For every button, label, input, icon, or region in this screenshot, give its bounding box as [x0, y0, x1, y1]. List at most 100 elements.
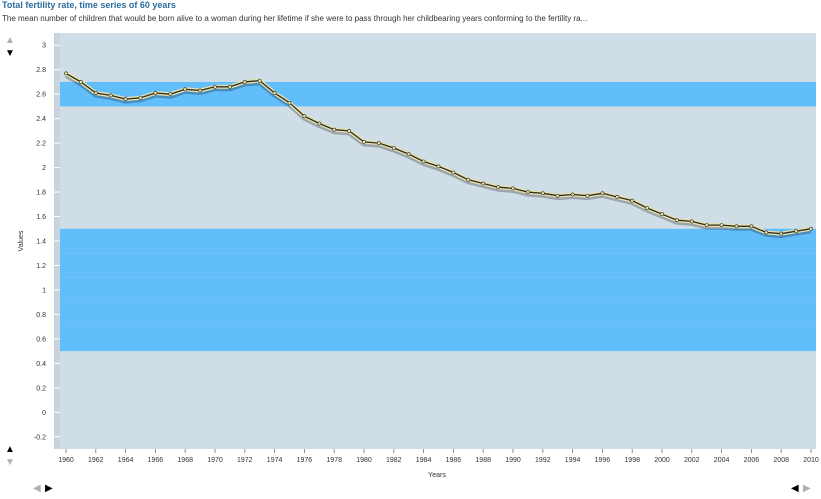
scroll-right-icon[interactable]: ▶ — [45, 483, 53, 494]
x-tick-label: 1970 — [207, 457, 223, 464]
data-point[interactable] — [570, 192, 575, 197]
y-axis-label: Values — [18, 230, 25, 251]
data-point[interactable] — [585, 193, 590, 198]
x-tick-label: 1962 — [88, 457, 104, 464]
band-stripe — [60, 326, 816, 352]
x-tick-label: 2010 — [803, 457, 819, 464]
data-point[interactable] — [526, 190, 530, 194]
y-tick-label: 2.4 — [36, 116, 46, 123]
x-tick-label: 1996 — [595, 457, 611, 464]
background-bands — [54, 33, 816, 449]
data-point[interactable] — [302, 114, 307, 119]
band-stripe — [60, 228, 816, 254]
y-tick-label: 2.2 — [36, 141, 46, 148]
x-tick-label: 1964 — [118, 457, 134, 464]
data-point[interactable] — [466, 177, 471, 182]
data-point[interactable] — [79, 80, 83, 84]
x-tick-label: 1982 — [386, 457, 402, 464]
y-tick-label: 0.8 — [36, 312, 46, 319]
data-point[interactable] — [138, 95, 143, 100]
pan-right-icon[interactable]: ▶ — [803, 483, 811, 494]
band-stripe — [60, 253, 816, 278]
x-tick-label: 2002 — [684, 457, 700, 464]
x-tick-label: 1974 — [267, 457, 283, 464]
data-point[interactable] — [332, 127, 337, 132]
x-tick-label: 2004 — [714, 457, 730, 464]
y-tick-label: 1 — [42, 287, 46, 294]
data-point[interactable] — [689, 219, 694, 224]
y-tick-label: 2.6 — [36, 92, 46, 99]
data-point[interactable] — [213, 84, 217, 89]
band-stripe — [60, 302, 816, 327]
data-point[interactable] — [749, 224, 754, 229]
data-point[interactable] — [645, 206, 650, 210]
data-point[interactable] — [64, 71, 68, 76]
data-point[interactable] — [198, 88, 203, 93]
data-point[interactable] — [123, 97, 128, 101]
data-point[interactable] — [391, 146, 396, 150]
data-point[interactable] — [317, 121, 322, 126]
x-tick-label: 1966 — [148, 457, 164, 464]
scroll-down-icon[interactable]: ▼ — [5, 48, 15, 59]
data-point[interactable] — [764, 230, 769, 235]
data-point[interactable] — [421, 159, 426, 164]
data-point[interactable] — [704, 223, 709, 227]
y-tick-label: 1.2 — [36, 263, 46, 270]
zoom-down-icon[interactable]: ▼ — [5, 457, 15, 468]
data-point[interactable] — [153, 91, 158, 95]
data-point[interactable] — [496, 185, 501, 190]
data-point[interactable] — [511, 186, 515, 191]
x-tick-label: 1986 — [446, 457, 462, 464]
x-tick-label: 1992 — [535, 457, 551, 464]
x-tick-label: 1980 — [356, 457, 372, 464]
data-point[interactable] — [630, 198, 635, 203]
scroll-left-icon[interactable]: ◀ — [33, 483, 41, 494]
y-tick-label: 0.2 — [36, 385, 46, 392]
data-point[interactable] — [809, 226, 813, 231]
y-tick-label: 1.4 — [36, 239, 46, 246]
data-point[interactable] — [481, 181, 486, 186]
x-tick-label: 1978 — [326, 457, 342, 464]
data-point[interactable] — [287, 100, 292, 105]
x-tick-label: 1960 — [58, 457, 74, 464]
x-axis-label: Years — [428, 472, 446, 479]
zoom-up-icon[interactable]: ▲ — [5, 444, 15, 455]
data-point[interactable] — [362, 139, 366, 144]
x-tick-label: 2008 — [773, 457, 789, 464]
data-point[interactable] — [540, 191, 545, 196]
data-point[interactable] — [734, 224, 739, 229]
data-point[interactable] — [347, 128, 352, 133]
data-point[interactable] — [660, 212, 664, 216]
data-point[interactable] — [779, 231, 784, 236]
data-point[interactable] — [600, 191, 605, 196]
data-point[interactable] — [794, 229, 799, 234]
data-point[interactable] — [675, 218, 679, 223]
chart-title: Total fertility rate, time series of 60 … — [2, 0, 176, 10]
x-tick-label: 1968 — [177, 457, 193, 464]
data-point[interactable] — [451, 170, 456, 175]
data-point[interactable] — [719, 223, 724, 227]
data-point[interactable] — [93, 91, 98, 95]
band-stripe — [60, 81, 816, 107]
y-tick-label: -0.2 — [34, 434, 46, 441]
x-tick-label: 1976 — [297, 457, 313, 464]
scroll-up-icon[interactable]: ▲ — [5, 35, 15, 46]
data-point[interactable] — [242, 80, 247, 84]
pan-left-icon[interactable]: ◀ — [791, 483, 799, 494]
data-point[interactable] — [436, 164, 441, 169]
data-point[interactable] — [108, 93, 113, 98]
y-axis-ticks: 3 2.8 2.6 2.4 2.2 2 1.8 1.6 1.4 1.2 1 0.8 0.6 0.4 0.2 0… — [34, 43, 46, 442]
data-point[interactable] — [168, 92, 173, 97]
data-point[interactable] — [555, 193, 560, 198]
y-tick-label: 1.8 — [36, 190, 46, 197]
data-point[interactable] — [227, 84, 232, 89]
x-axis-ticks: 1960 1962 1964 1966 1968 1970 1972 1974 1976 1978… — [58, 449, 819, 464]
data-point[interactable] — [183, 87, 188, 92]
data-point[interactable] — [615, 195, 620, 199]
data-point[interactable] — [406, 152, 411, 157]
data-point[interactable] — [272, 91, 277, 95]
data-point[interactable] — [257, 78, 262, 83]
data-point[interactable] — [376, 141, 381, 146]
series-line — [64, 71, 813, 239]
